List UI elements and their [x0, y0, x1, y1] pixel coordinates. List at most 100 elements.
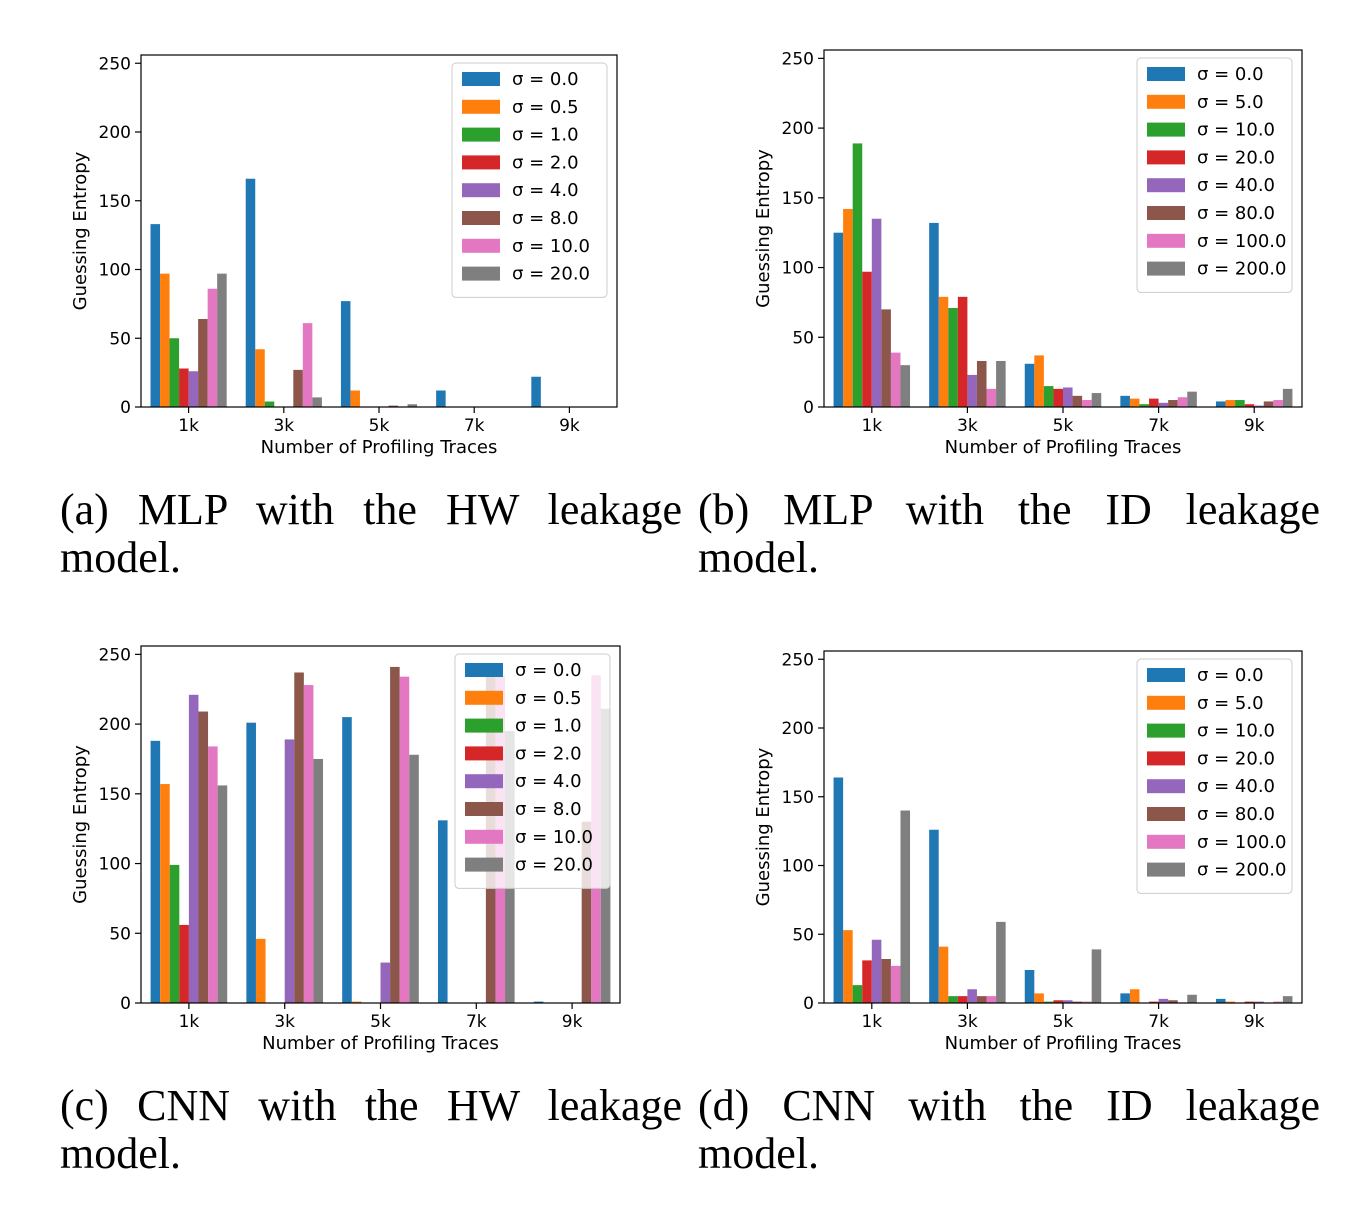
- y-tick-label: 200: [99, 123, 131, 143]
- legend-label-7: σ = 200.0: [1197, 860, 1286, 881]
- x-tick-label: 7k: [1148, 1012, 1169, 1032]
- x-tick-label: 9k: [1244, 416, 1265, 436]
- bar-5k-series-7: [1091, 393, 1102, 407]
- bars-group: [833, 777, 1293, 1004]
- legend-swatch-2: [462, 127, 500, 142]
- bar-3k-series-4: [967, 989, 977, 1003]
- caption-c: (c) CNN with the HW leakage model.: [60, 1081, 682, 1178]
- bar-1k-series-1: [843, 208, 853, 407]
- x-axis-label: Number of Profiling Traces: [945, 437, 1182, 458]
- bar-5k-series-2: [1043, 1001, 1054, 1004]
- bar-chart-a: 0 50 100 150 200 250 1k 3k 5k 7k 9k Number of Profi…: [70, 54, 618, 458]
- y-tick-label: 250: [99, 645, 131, 665]
- legend-label-4: σ = 4.0: [512, 180, 579, 201]
- y-tick-label: 0: [803, 994, 814, 1014]
- legend-swatch-7: [462, 266, 500, 281]
- legend-label-7: σ = 20.0: [512, 264, 590, 285]
- x-tick-label: 7k: [1148, 416, 1169, 436]
- bar-9k-series-0: [1215, 401, 1226, 407]
- bar-5k-series-3: [1053, 1000, 1063, 1003]
- bar-3k-series-1: [255, 349, 265, 407]
- legend-swatch-1: [1147, 94, 1185, 109]
- legend-label-6: σ = 100.0: [1197, 832, 1286, 853]
- y-axis-label: Guessing Entropy: [753, 747, 774, 906]
- y-tick-label: 50: [109, 329, 131, 349]
- bar-7k-series-7: [1187, 994, 1197, 1003]
- bar-chart-b: 0 50 100 150 200 250 1k 3k 5k 7k 9k Number of Profi…: [753, 49, 1303, 458]
- bar-5k-series-0: [342, 717, 352, 1003]
- legend-label-7: σ = 200.0: [1197, 259, 1286, 280]
- bar-5k-series-5: [390, 666, 400, 1003]
- x-tick-label: 7k: [464, 416, 485, 436]
- x-tick-label: 3k: [273, 416, 294, 436]
- x-tick-label: 9k: [562, 1012, 583, 1032]
- bar-1k-series-7: [900, 810, 911, 1003]
- bar-7k-series-5: [1168, 400, 1178, 407]
- y-axis-label: Guessing Entropy: [753, 149, 774, 308]
- bar-3k-series-7: [313, 758, 324, 1003]
- caption-d: (d) CNN with the ID leakage model.: [698, 1081, 1320, 1178]
- chart-panel-a: 0 50 100 150 200 250 1k 3k 5k 7k 9k Number of Profi…: [0, 30, 684, 470]
- bar-9k-series-7: [1282, 388, 1293, 407]
- bar-7k-series-4: [1158, 402, 1169, 407]
- bar-1k-series-6: [890, 352, 901, 407]
- legend-swatch-7: [1147, 261, 1185, 276]
- bar-1k-series-0: [833, 777, 844, 1003]
- bar-5k-series-5: [388, 405, 399, 408]
- bar-5k-series-6: [1082, 400, 1092, 407]
- bar-1k-series-0: [150, 740, 161, 1003]
- legend-swatch-3: [465, 746, 503, 761]
- bar-3k-series-0: [929, 829, 939, 1003]
- legend-label-5: σ = 80.0: [1197, 804, 1275, 825]
- y-tick-label: 0: [803, 398, 814, 418]
- bar-5k-series-1: [350, 390, 360, 407]
- bar-3k-series-7: [996, 921, 1006, 1004]
- x-axis-label: Number of Profiling Traces: [945, 1033, 1182, 1054]
- y-tick-label: 150: [99, 785, 131, 805]
- bar-1k-series-2: [169, 864, 180, 1003]
- legend-swatch-6: [465, 829, 503, 844]
- bar-7k-series-6: [1177, 397, 1188, 407]
- bar-1k-series-6: [207, 288, 218, 407]
- bar-5k-series-0: [340, 301, 351, 408]
- legend-swatch-6: [1147, 233, 1185, 248]
- bar-7k-series-5: [1168, 1000, 1178, 1003]
- legend-label-4: σ = 40.0: [1197, 175, 1275, 196]
- bar-5k-series-5: [1072, 1001, 1083, 1004]
- legend: σ = 0.0 σ = 0.5 σ = 1.0 σ = 2.0 σ = 4.0 σ = 8…: [451, 62, 608, 298]
- legend-box: [451, 62, 608, 298]
- bar-1k-series-0: [833, 232, 844, 407]
- bar-1k-series-1: [843, 930, 853, 1004]
- bar-1k-series-0: [150, 224, 161, 408]
- bar-3k-series-1: [938, 296, 949, 407]
- bar-7k-series-0: [1120, 395, 1130, 407]
- bar-5k-series-4: [1063, 387, 1073, 407]
- legend-label-4: σ = 4.0: [515, 771, 582, 792]
- legend: σ = 0.0 σ = 0.5 σ = 1.0 σ = 2.0 σ = 4.0 σ = 8…: [454, 653, 611, 889]
- bar-5k-series-7: [407, 404, 418, 407]
- y-tick-label: 150: [99, 192, 131, 212]
- y-tick-label: 250: [782, 49, 814, 69]
- y-tick-label: 0: [120, 398, 131, 418]
- legend-box: [454, 653, 611, 889]
- legend-label-0: σ = 0.0: [1197, 64, 1264, 85]
- x-tick-label: 5k: [1053, 1012, 1074, 1032]
- x-tick-label: 5k: [1053, 416, 1074, 436]
- bar-3k-series-5: [976, 996, 987, 1004]
- bar-9k-series-0: [531, 376, 541, 407]
- legend-label-2: σ = 10.0: [1197, 120, 1275, 141]
- y-tick-label: 200: [782, 719, 814, 739]
- bar-1k-series-3: [862, 960, 872, 1004]
- legend-swatch-0: [1147, 668, 1185, 682]
- y-tick-label: 0: [120, 994, 131, 1014]
- bar-1k-series-5: [198, 711, 209, 1003]
- bar-9k-series-1: [1225, 400, 1236, 407]
- legend-label-4: σ = 40.0: [1197, 776, 1275, 797]
- bar-1k-series-4: [871, 218, 882, 407]
- y-tick-label: 100: [99, 855, 131, 875]
- bar-3k-series-0: [929, 222, 939, 407]
- bar-9k-series-6: [1273, 400, 1283, 407]
- bar-7k-series-1: [1129, 989, 1140, 1003]
- bar-9k-series-5: [581, 821, 592, 1003]
- bar-1k-series-2: [169, 338, 180, 407]
